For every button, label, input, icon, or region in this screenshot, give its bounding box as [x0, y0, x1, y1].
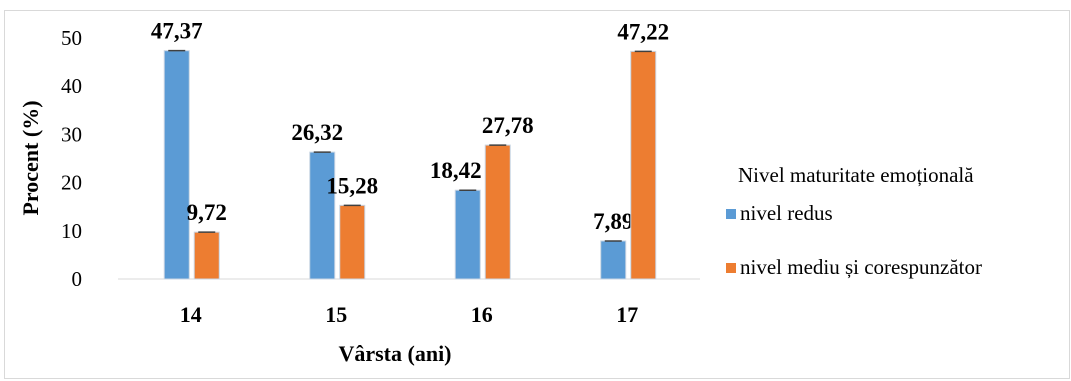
bar-nivel-redus-14 [163, 50, 190, 280]
x-axis-ticks: 14 15 16 17 [180, 302, 639, 327]
bar-nivel-redus-15 [309, 151, 336, 280]
bar-nivel-redus-17 [600, 240, 627, 280]
x-tick-label: 15 [325, 302, 347, 327]
data-label: 26,32 [291, 120, 343, 145]
x-axis-title: Vârsta (ani) [338, 341, 451, 366]
bar-nivel-mediu-14 [193, 231, 220, 280]
bar-nivel-mediu-15 [339, 204, 366, 280]
bar-nivel-mediu-16 [484, 144, 511, 280]
y-tick-label: 0 [72, 267, 83, 291]
data-label: 15,28 [326, 173, 378, 198]
data-label: 27,78 [482, 113, 534, 138]
y-tick-label: 30 [61, 122, 82, 146]
bar-nivel-redus-16 [454, 189, 481, 280]
legend-swatch-nivel-redus [726, 209, 736, 219]
legend-label-nivel-redus: nivel redus [740, 201, 833, 225]
data-label: 7,89 [593, 209, 633, 234]
data-label: 47,22 [617, 19, 669, 44]
bar-nivel-mediu-17 [630, 50, 657, 280]
y-tick-label: 10 [61, 219, 82, 243]
x-tick-label: 16 [471, 302, 493, 327]
y-tick-label: 50 [61, 26, 82, 50]
data-label: 47,37 [151, 19, 203, 44]
data-label: 9,72 [187, 200, 227, 225]
legend-title: Nivel maturitate emoțională [738, 163, 974, 187]
y-axis-ticks: 0 10 20 30 40 50 [61, 26, 82, 291]
y-axis-title: Procent (%) [18, 100, 43, 215]
data-label: 18,42 [430, 158, 482, 183]
legend: Nivel maturitate emoțională nivel redus … [726, 163, 982, 279]
legend-swatch-nivel-mediu [726, 263, 736, 273]
x-tick-label: 14 [180, 302, 202, 327]
x-tick-label: 17 [616, 302, 638, 327]
legend-label-nivel-mediu: nivel mediu și corespunzător [740, 255, 982, 279]
y-tick-label: 40 [61, 74, 82, 98]
y-tick-label: 20 [61, 171, 82, 195]
